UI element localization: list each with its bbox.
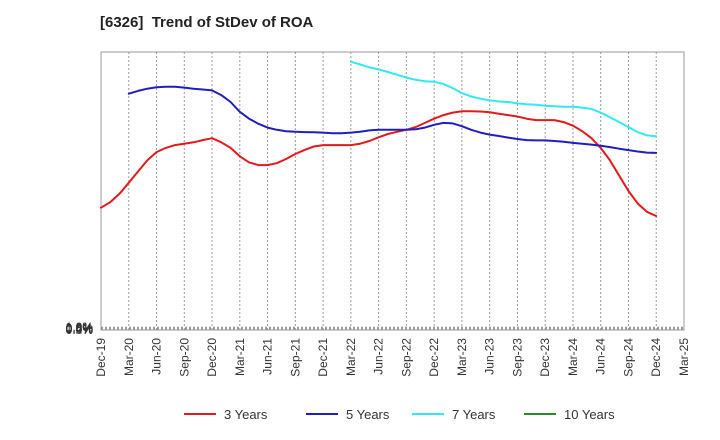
x-tick-label: Mar-23 — [455, 338, 469, 376]
series-line-3-years — [100, 110, 658, 217]
x-tick-label: Jun-23 — [483, 338, 497, 375]
x-axis: Dec-19 Mar-20 Jun-20 Sep-20 Dec-20 Mar-21 Jun-… — [94, 338, 691, 377]
series-line-7-years — [349, 60, 658, 138]
x-tick-label: Dec-21 — [316, 338, 330, 377]
x-tick-label: Dec-23 — [538, 338, 552, 377]
x-tick-label: Dec-20 — [205, 338, 219, 377]
series-line-5-years — [127, 85, 658, 154]
plot-frame — [100, 51, 685, 331]
y-tick-label: 1.0% — [66, 320, 94, 334]
y-tick-label: 0.8% — [66, 321, 94, 335]
x-tick-label: Dec-24 — [649, 338, 663, 377]
y-tick-label: 0.2% — [66, 322, 94, 336]
y-tick-label: 0.0% — [66, 323, 94, 337]
y-tick-label: 0.6% — [66, 321, 94, 335]
y-tick-label: 0.4% — [66, 322, 94, 336]
y-axis: 0.0%0.2%0.4%0.6%0.8%1.0% — [66, 320, 94, 337]
x-tick-label: Jun-20 — [150, 338, 164, 375]
legend-label: 7 Years — [452, 407, 496, 422]
legend-label: 3 Years — [224, 407, 268, 422]
x-tick-label: Mar-22 — [344, 338, 358, 376]
series-lines — [100, 60, 658, 217]
x-tick-label: Sep-24 — [621, 338, 635, 377]
x-tick-label: Jun-21 — [261, 338, 275, 375]
x-tick-label: Jun-22 — [372, 338, 386, 375]
legend-label: 10 Years — [564, 407, 615, 422]
x-tick-label: Sep-21 — [288, 338, 302, 377]
x-tick-label: Mar-20 — [122, 338, 136, 376]
legend-label: 5 Years — [346, 407, 390, 422]
x-tick-label: Mar-24 — [566, 338, 580, 376]
chart-title: [6326] Trend of StDev of ROA — [100, 14, 314, 31]
x-tick-label: Mar-25 — [677, 338, 691, 376]
x-tick-label: Sep-22 — [399, 338, 413, 377]
x-tick-label: Mar-21 — [233, 338, 247, 376]
x-tick-label: Sep-20 — [177, 338, 191, 377]
x-tick-label: Dec-22 — [427, 338, 441, 377]
x-tick-label: Sep-23 — [510, 338, 524, 377]
x-tick-label: Dec-19 — [94, 338, 108, 377]
legend: 3 Years 5 Years 7 Years 10 Years — [184, 407, 615, 422]
grid-lines — [100, 51, 685, 331]
x-tick-label: Jun-24 — [594, 338, 608, 375]
